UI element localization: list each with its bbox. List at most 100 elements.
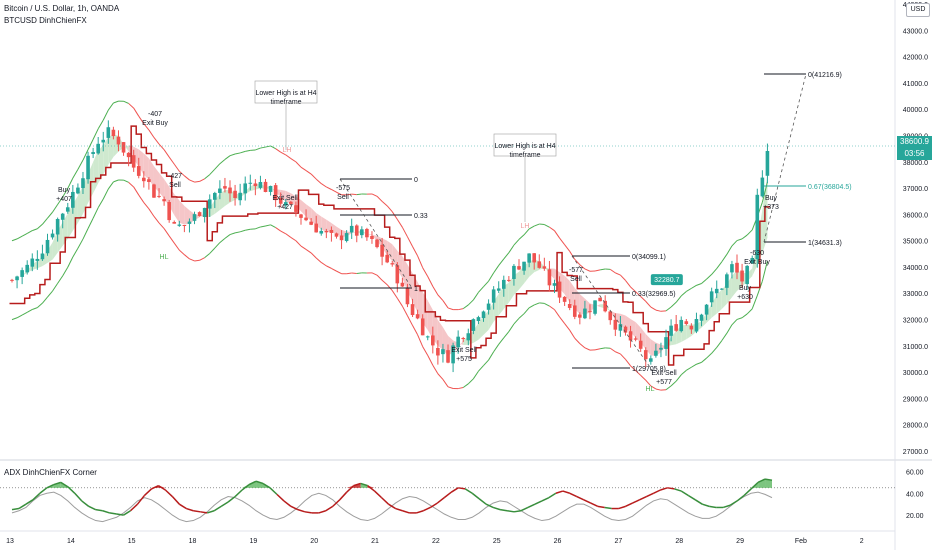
upper-band-line [21, 233, 28, 237]
trend-fill [498, 285, 504, 316]
lower-band-line [437, 373, 444, 380]
upper-band-line [11, 238, 18, 242]
signal-annotation: Exit Sell +575 [451, 347, 477, 363]
lower-band-line [493, 344, 500, 353]
lower-band-line [534, 302, 540, 306]
adx-line-segment [402, 510, 410, 514]
adx-line-segment [416, 510, 424, 514]
adx-line-segment [646, 492, 654, 498]
adx-line-segment [241, 483, 250, 491]
lower-band-line [280, 230, 287, 235]
candle-body [471, 319, 476, 331]
trend-fill [564, 275, 570, 303]
candle-body [638, 340, 643, 349]
price-tick-label: 36000.0 [903, 212, 928, 219]
candle-body [684, 321, 689, 324]
upper-band-line [437, 294, 444, 301]
lower-band-line [756, 280, 763, 296]
upper-band-line [219, 159, 226, 165]
lower-band-line [173, 242, 180, 251]
adx-line-segment [297, 508, 306, 513]
upper-band-line [675, 295, 682, 303]
adx-line-segment [541, 496, 550, 502]
adx-line-segment [255, 480, 264, 485]
fib-level-label: 0.33(32969.5) [632, 291, 676, 298]
price-tick-label: 42000.0 [903, 55, 928, 62]
upper-band-line [680, 291, 687, 297]
upper-band-line [229, 153, 236, 157]
lower-band-line [559, 316, 566, 324]
upper-band-line [163, 149, 170, 158]
trend-fill [321, 216, 327, 232]
lower-band-line [305, 248, 312, 254]
candle-body [750, 258, 755, 264]
lower-band-line [26, 309, 33, 313]
adx-line-segment [25, 499, 34, 505]
adx-line-segment [680, 490, 689, 497]
upper-band-line [305, 170, 312, 175]
trend-fill [508, 275, 514, 303]
trend-fill [731, 270, 738, 298]
lower-band-line [711, 347, 718, 354]
candle-body [400, 282, 405, 287]
lower-band-line [376, 274, 383, 281]
upper-band-line [721, 254, 728, 263]
candle-body [603, 300, 607, 312]
lower-band-line [356, 272, 362, 275]
candle-body [431, 335, 435, 346]
adx-peak-fill [256, 481, 264, 488]
adx-line-segment [694, 499, 703, 505]
upper-band-line [92, 128, 99, 140]
price-tick-label: 43000.0 [903, 28, 928, 35]
last-close-badge [650, 274, 683, 286]
upper-band-line [148, 129, 155, 138]
trend-fill [519, 265, 525, 290]
candle-body [725, 274, 729, 288]
trend-fill [473, 323, 479, 343]
upper-band-line [376, 195, 383, 202]
upper-band-line [458, 308, 464, 311]
lower-band-line [285, 233, 292, 238]
candle-body [385, 254, 389, 263]
upper-band-line [97, 119, 104, 130]
price-tick-label: 34000.0 [903, 265, 928, 272]
adx-indicator-label: ADX DinhChienFX Corner [4, 468, 97, 477]
upper-band-line [615, 272, 621, 276]
upper-band-line [310, 173, 317, 180]
candle-body [699, 314, 704, 321]
adx-line-segment [597, 505, 605, 509]
lower-band-line [574, 337, 581, 344]
candle-body [659, 347, 663, 350]
upper-band-line [371, 193, 378, 197]
trend-fill [270, 186, 276, 193]
currency-button[interactable]: USD [906, 3, 930, 17]
lower-band-line [467, 378, 474, 385]
fib-level-label: 0.33 [414, 213, 428, 220]
candle-body [30, 258, 35, 267]
candle-body [415, 314, 420, 319]
candle-body [131, 155, 136, 168]
candle-body [268, 185, 273, 192]
upper-band-line [62, 188, 69, 198]
candle-body [248, 182, 253, 184]
candle-body [96, 143, 100, 154]
lower-band-line [92, 207, 99, 219]
upper-band-line [133, 107, 140, 117]
candle-body [172, 221, 177, 224]
lower-band-line [351, 272, 357, 275]
trend-fill [159, 172, 165, 199]
adx-peak-fill [758, 479, 766, 488]
candle-body [720, 288, 724, 290]
lower-band-line [665, 385, 672, 391]
upper-band-line [234, 152, 241, 155]
upper-band-line [488, 272, 495, 282]
lower-band-line [488, 351, 495, 361]
upper-band-line [290, 158, 297, 163]
candle-body [258, 182, 263, 188]
candle-body [745, 265, 749, 285]
trend-fill [184, 205, 190, 225]
adx-line-segment [283, 500, 292, 507]
candle-body [446, 350, 450, 363]
candle-body [263, 181, 268, 193]
